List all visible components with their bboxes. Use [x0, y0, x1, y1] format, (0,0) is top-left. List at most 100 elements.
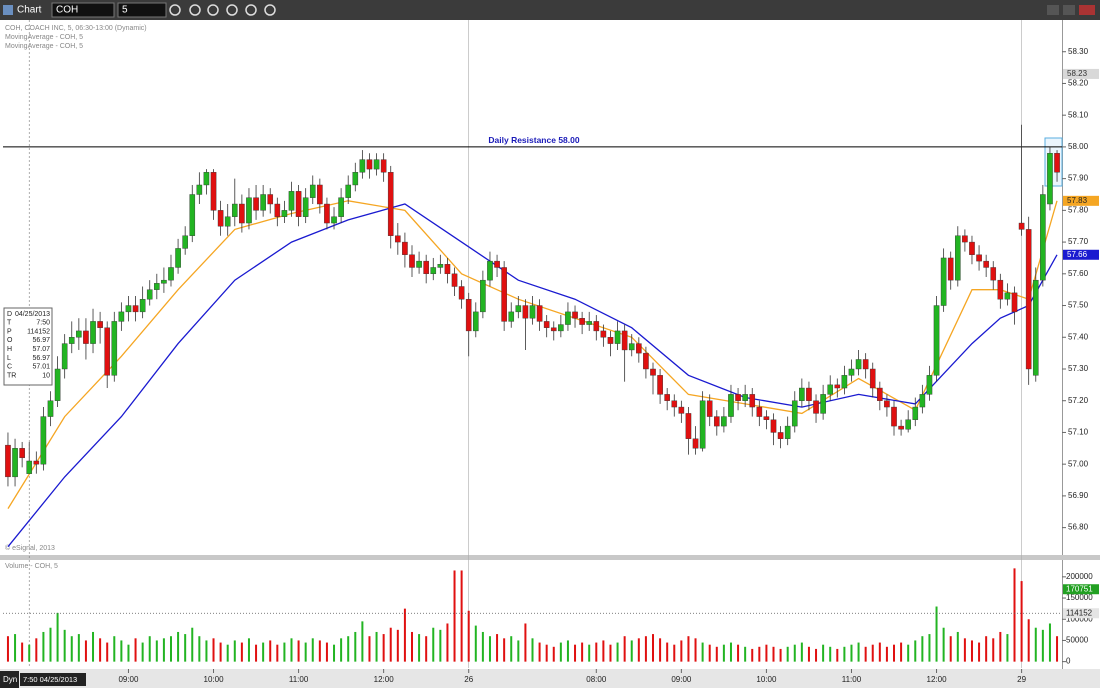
interval-input[interactable]	[117, 2, 167, 18]
tool-button[interactable]	[207, 4, 219, 16]
volume-bar	[375, 631, 378, 662]
volume-bar	[290, 638, 293, 662]
candle-body	[380, 159, 387, 173]
volume-bar	[226, 644, 229, 662]
candle-body	[5, 444, 11, 478]
volume-bar	[1006, 634, 1009, 662]
candle-body	[139, 298, 146, 313]
volume-bar	[843, 646, 846, 662]
candle-body	[791, 400, 798, 427]
candle-body	[962, 235, 968, 243]
data-window-key: C	[7, 364, 12, 371]
y-tick-label: 57.60	[1068, 269, 1089, 278]
tool-button[interactable]	[245, 4, 257, 16]
candle-body	[224, 216, 231, 227]
y-tick-label: 57.40	[1068, 332, 1089, 341]
candle-body	[933, 305, 940, 376]
data-window-key: H	[7, 346, 12, 353]
tool-button[interactable]	[169, 4, 181, 16]
y-tick-label: 58.30	[1068, 47, 1089, 56]
candle-body	[834, 384, 841, 389]
volume-bar	[921, 636, 924, 662]
candle-body	[395, 235, 401, 243]
y-tick-label: 57.00	[1068, 459, 1089, 468]
candle-body	[550, 327, 557, 332]
volume-bar	[361, 621, 364, 662]
volume-bar	[893, 644, 896, 662]
volume-bar	[304, 642, 307, 662]
candle-body	[387, 172, 394, 236]
candle-body	[146, 289, 153, 300]
app-icon	[3, 5, 13, 15]
volume-bar	[623, 636, 626, 662]
candle-body	[742, 394, 748, 401]
candle-body	[465, 298, 472, 332]
candle-body	[721, 416, 727, 427]
minimize-button[interactable]	[1047, 5, 1059, 15]
volume-bar	[744, 646, 747, 662]
y-tick-label: 58.00	[1068, 142, 1089, 151]
volume-bar	[701, 642, 704, 662]
volume-bar	[141, 642, 144, 662]
volume-bar	[914, 640, 917, 662]
tool-button[interactable]	[226, 4, 238, 16]
candle-body	[919, 394, 926, 408]
data-window-key: L	[7, 355, 11, 362]
volume-bar	[276, 644, 279, 662]
symbol-input[interactable]	[51, 2, 115, 18]
candle-body	[338, 197, 344, 217]
price-tag-label: 58.23	[1067, 69, 1088, 78]
volume-bar	[49, 627, 52, 662]
data-window-key: T	[7, 320, 12, 327]
volume-bar	[1041, 629, 1044, 662]
close-button[interactable]	[1079, 5, 1095, 15]
volume-tick-label: 0	[1066, 657, 1071, 666]
candle-body	[565, 311, 571, 325]
volume-bar	[446, 623, 449, 662]
candle-body	[855, 359, 862, 370]
candle-body	[430, 267, 437, 275]
candle-body	[763, 416, 770, 420]
volume-bar	[602, 640, 605, 662]
volume-bar	[311, 638, 314, 662]
resistance-label: Daily Resistance 58.00	[488, 135, 579, 145]
volume-bar	[269, 640, 272, 662]
volume-bar	[481, 631, 484, 662]
candle-body	[749, 394, 756, 408]
volume-tick-label: 200000	[1066, 572, 1093, 581]
y-tick-label: 57.10	[1068, 428, 1089, 437]
volume-bar	[751, 648, 754, 662]
volume-bar	[255, 644, 258, 662]
data-window-key: D	[7, 311, 12, 318]
volume-bar	[722, 644, 725, 662]
volume-bar	[524, 623, 527, 662]
volume-bar	[644, 636, 647, 662]
candle-body	[302, 197, 309, 217]
candle-body	[480, 279, 486, 313]
volume-bar	[418, 634, 421, 662]
volume-bar	[198, 636, 201, 662]
volume-bar	[595, 642, 598, 662]
y-tick-label: 57.30	[1068, 364, 1089, 373]
candle-body	[501, 267, 507, 322]
candle-body	[437, 264, 444, 268]
y-tick-label: 57.70	[1068, 237, 1089, 246]
volume-bar	[92, 631, 95, 662]
candle-body	[558, 324, 564, 332]
symbol-text: COH	[56, 5, 78, 16]
volume-bar	[42, 631, 45, 662]
maximize-button[interactable]	[1063, 5, 1075, 15]
volume-bar	[949, 636, 952, 662]
candle-body	[877, 387, 883, 401]
y-tick-label: 57.90	[1068, 174, 1089, 183]
tool-button[interactable]	[264, 4, 276, 16]
candle-body	[154, 283, 160, 290]
volume-bar	[779, 648, 782, 662]
candle-body	[607, 337, 614, 344]
candle-body	[728, 394, 734, 417]
x-tick-label: 12:00	[374, 675, 395, 684]
tool-button[interactable]	[189, 4, 201, 16]
volume-bar	[1020, 581, 1023, 662]
volume-bar	[70, 636, 73, 662]
